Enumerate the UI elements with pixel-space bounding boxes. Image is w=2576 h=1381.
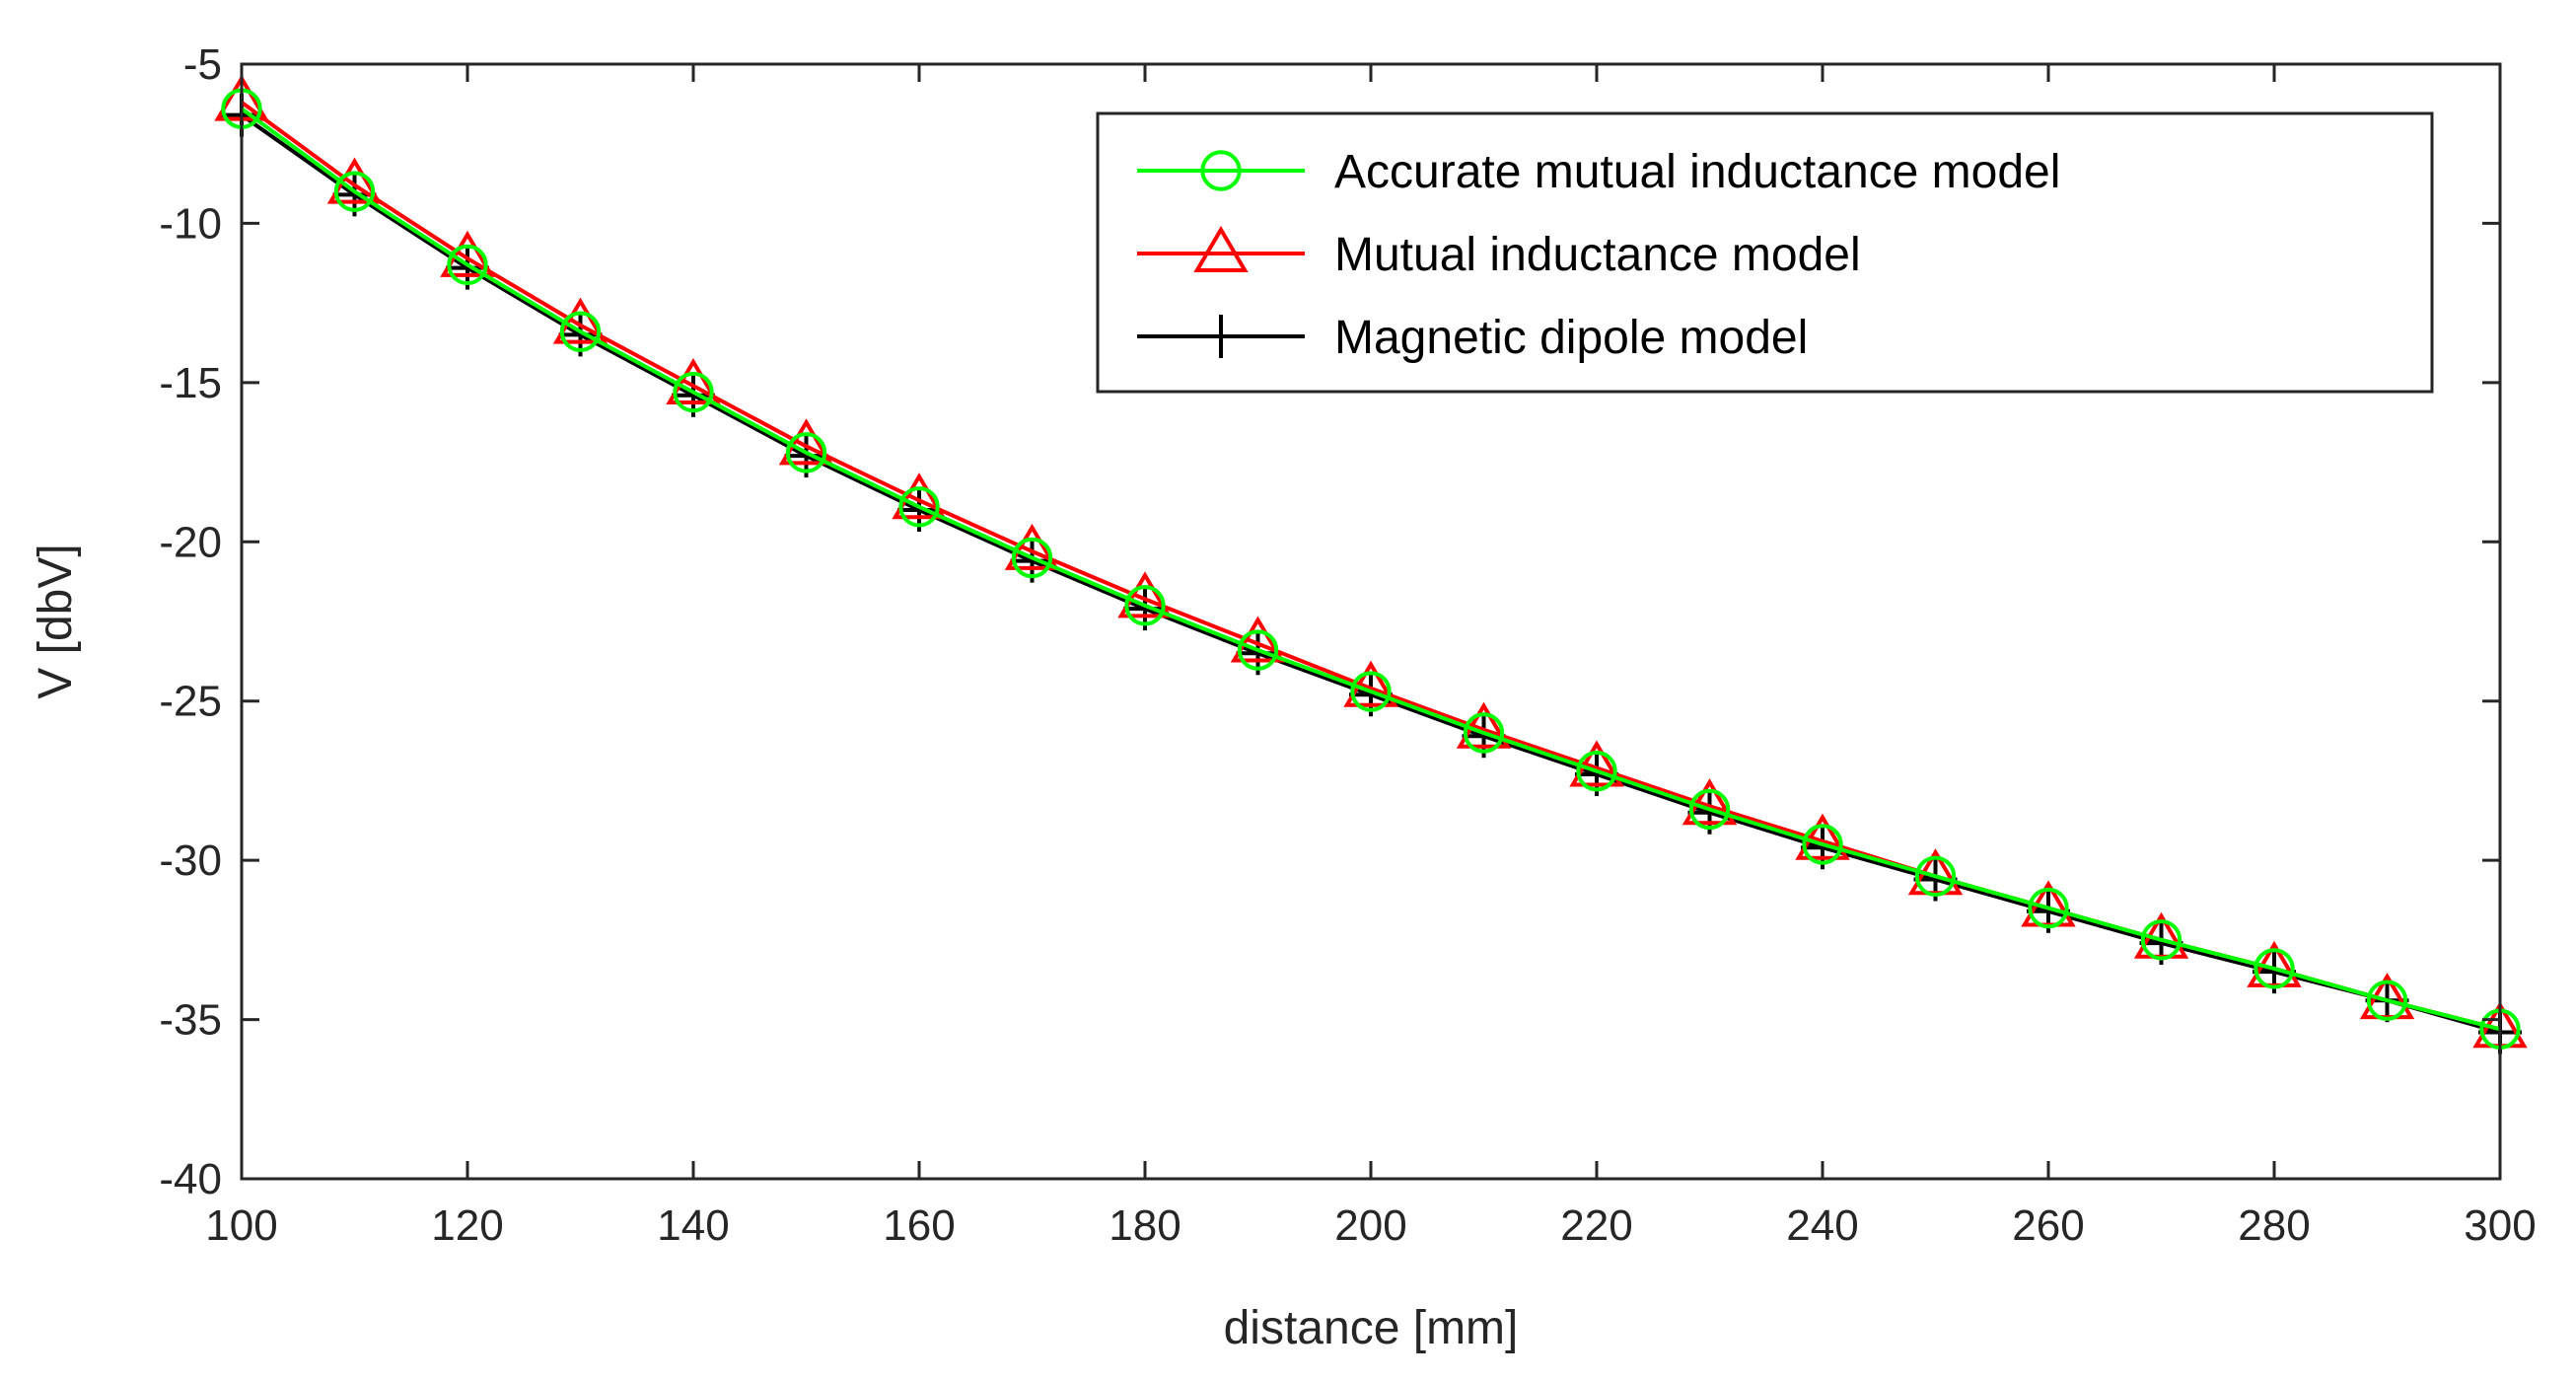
series-layer (214, 74, 2528, 1054)
data-point-triangle (1569, 740, 1624, 787)
legend-marker (1200, 150, 1242, 191)
data-point-triangle (1456, 701, 1512, 749)
data-point-circle (1350, 671, 1392, 712)
data-point-triangle (1795, 813, 1850, 860)
x-tick-label: 100 (205, 1201, 277, 1250)
data-point-circle (1914, 855, 1957, 897)
data-point-triangle (552, 297, 608, 344)
data-point-circle (2028, 887, 2069, 929)
y-tick-label: -5 (183, 40, 222, 89)
data-point-circle (1688, 788, 1731, 831)
x-tick-label: 120 (431, 1201, 503, 1250)
legend-marker (1193, 225, 1249, 272)
y-tick-label: -10 (159, 199, 222, 248)
data-point-triangle (1004, 523, 1060, 570)
data-point-triangle (1117, 571, 1173, 618)
data-point-circle (2140, 919, 2182, 961)
y-tick-label: -30 (159, 836, 222, 885)
legend-label: Magnetic dipole model (1334, 312, 1808, 364)
data-point-circle (559, 311, 602, 352)
data-point-triangle (1682, 778, 1738, 826)
x-tick-label: 220 (1560, 1201, 1632, 1250)
data-point-circle (447, 244, 488, 286)
data-point-circle (898, 486, 940, 528)
data-point-circle (2366, 980, 2408, 1021)
data-point-circle (1576, 751, 1617, 792)
data-point-triangle (778, 418, 834, 466)
data-point-circle (1237, 629, 1279, 671)
x-tick-label: 260 (2012, 1201, 2084, 1250)
legend-item-triangle: Mutual inductance model (1137, 225, 1861, 281)
series-line-circle (240, 107, 2501, 1032)
y-tick-label: -15 (159, 359, 222, 407)
y-tick-label: -40 (159, 1155, 222, 1203)
data-point-triangle (1230, 616, 1286, 663)
data-point-triangle (1343, 660, 1398, 707)
legend-item-circle: Accurate mutual inductance model (1137, 146, 2060, 198)
ticks-layer: 100 120 140 160 180 200 220 240 260 280 300 -40 -35 -… (159, 40, 2536, 1250)
data-point-circle (785, 432, 827, 473)
x-tick-label: 300 (2464, 1201, 2536, 1250)
data-point-circle (1011, 537, 1053, 579)
data-point-triangle (666, 357, 721, 405)
data-point-circle (1463, 712, 1505, 754)
legend-marker (1199, 315, 1243, 358)
legend-label: Mutual inductance model (1334, 229, 1861, 281)
data-point-triangle (892, 472, 947, 520)
x-tick-label: 160 (883, 1201, 955, 1250)
data-point-circle (673, 371, 714, 413)
y-tick-label: -20 (159, 518, 222, 566)
data-point-circle (2254, 948, 2295, 989)
x-tick-label: 140 (657, 1201, 729, 1250)
x-axis-label: distance [mm] (1224, 1302, 1519, 1354)
y-axis-label: V [dbV] (30, 544, 82, 698)
legend-box (1096, 111, 2434, 394)
y-tick-label: -25 (159, 678, 222, 726)
x-tick-label: 280 (2238, 1201, 2310, 1250)
x-tick-label: 240 (1786, 1201, 1858, 1250)
data-point-circle (1124, 585, 1166, 626)
legend: Accurate mutual inductance model Mutual i… (1096, 111, 2434, 394)
legend-item-plus: Magnetic dipole model (1137, 312, 1808, 364)
legend-label: Accurate mutual inductance model (1334, 146, 2060, 198)
series-circle (221, 88, 2521, 1050)
x-tick-label: 180 (1109, 1201, 1181, 1250)
x-tick-label: 200 (1334, 1201, 1406, 1250)
data-point-circle (333, 171, 376, 212)
y-tick-label: -35 (159, 996, 222, 1045)
data-point-circle (1802, 824, 1843, 865)
